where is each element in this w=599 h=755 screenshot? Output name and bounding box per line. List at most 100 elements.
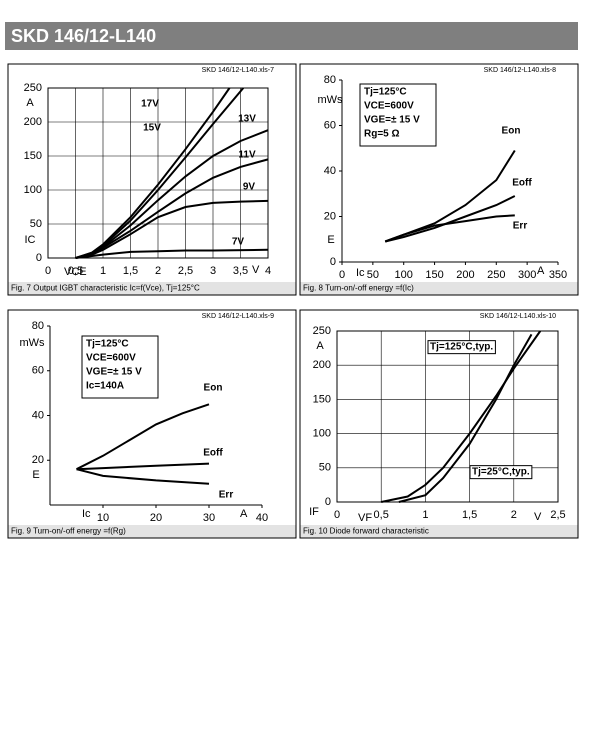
caption: Fig. 7 Output IGBT characteristic Ic=f(V…	[11, 284, 200, 293]
series-label: Eon	[204, 383, 223, 394]
x-axis-label: Ic	[356, 267, 365, 279]
series-line	[384, 214, 515, 243]
x-tick-label: 3,5	[233, 265, 248, 277]
note-line: Tj=125°C	[364, 87, 407, 98]
y-tick-label: 50	[30, 218, 42, 230]
series-line	[76, 462, 210, 471]
note-line: VGE=± 15 V	[364, 115, 420, 126]
file-label: SKD 146/12-L140.xls-8	[484, 67, 556, 74]
x-tick-label: 40	[256, 512, 268, 524]
x-axis-label: Ic	[82, 508, 91, 520]
caption-bar	[8, 282, 296, 295]
x-tick-label: 0,5	[68, 265, 83, 277]
x-tick-label: 20	[150, 512, 162, 524]
caption: Fig. 10 Diode forward characteristic	[303, 527, 429, 536]
y-axis-unit: A	[26, 97, 34, 109]
y-tick-label: 100	[24, 184, 42, 196]
x-axis-label: VCE	[64, 266, 87, 278]
series-line	[76, 403, 210, 471]
x-tick-label: 200	[456, 269, 474, 281]
y-tick-label: 150	[313, 393, 331, 405]
x-axis-unit: V	[534, 511, 542, 523]
x-tick-label: 250	[487, 269, 505, 281]
series-line	[75, 248, 269, 259]
y-axis-unit: mWs	[19, 337, 45, 349]
y-tick-label: 150	[24, 150, 42, 162]
y-tick-label: 20	[32, 454, 44, 466]
series-label: 9V	[243, 182, 256, 193]
x-tick-label: 1	[100, 265, 106, 277]
series-label: 15V	[143, 123, 161, 134]
label-box	[427, 340, 496, 355]
series-label: Tj=125°C,typ.	[430, 342, 493, 353]
chart-frame	[299, 63, 579, 296]
series-label: Err	[513, 221, 528, 232]
series-line	[76, 468, 210, 485]
note-line: Rg=5 Ω	[364, 129, 400, 140]
y-tick-label: 200	[24, 116, 42, 128]
x-axis-label: VF	[358, 512, 372, 524]
y-tick-label: 0	[36, 252, 42, 264]
y-tick-label: 80	[324, 74, 336, 86]
x-tick-label: 0	[45, 265, 51, 277]
y-tick-label: 50	[319, 462, 331, 474]
x-tick-label: 0	[334, 509, 340, 521]
y-tick-label: 250	[313, 325, 331, 337]
y-axis-label: E	[327, 234, 334, 246]
note-line: VGE=± 15 V	[86, 367, 142, 378]
caption-bar	[300, 525, 578, 538]
x-tick-label: 2,5	[178, 265, 193, 277]
x-tick-label: 2,5	[550, 509, 565, 521]
y-axis-unit: A	[316, 340, 324, 352]
x-tick-label: 4	[265, 265, 271, 277]
note-box	[359, 83, 437, 147]
label-box	[469, 465, 533, 480]
series-label: Tj=25°C,typ.	[472, 467, 530, 478]
y-tick-label: 80	[32, 320, 44, 332]
series-label: Err	[219, 490, 234, 501]
series-line	[75, 158, 269, 259]
y-tick-label: 20	[324, 210, 336, 222]
y-tick-label: 40	[324, 165, 336, 177]
y-axis-unit: mWs	[317, 94, 343, 106]
y-axis-label: IC	[25, 234, 36, 246]
series-label: Eoff	[203, 448, 223, 459]
y-tick-label: 200	[313, 359, 331, 371]
x-axis-unit: A	[240, 508, 248, 520]
x-tick-label: 1,5	[123, 265, 138, 277]
y-tick-label: 40	[32, 409, 44, 421]
y-tick-label: 100	[313, 428, 331, 440]
x-tick-label: 1,5	[462, 509, 477, 521]
plot-frame	[47, 87, 269, 259]
x-tick-label: 100	[395, 269, 413, 281]
x-tick-label: 0	[339, 269, 345, 281]
series-label: 17V	[141, 99, 159, 110]
note-line: VCE=600V	[86, 353, 136, 364]
file-label: SKD 146/12-L140.xls-9	[202, 313, 274, 320]
header-title: SKD 146/12-L140	[5, 22, 578, 50]
x-tick-label: 30	[203, 512, 215, 524]
caption: Fig. 8 Turn-on/-off energy =f(Ic)	[303, 284, 414, 293]
y-tick-label: 0	[330, 256, 336, 268]
plot-frame	[336, 330, 559, 503]
series-label: Eon	[502, 126, 521, 137]
series-label: 7V	[232, 237, 245, 248]
series-label: 13V	[238, 114, 256, 125]
series-line	[380, 330, 542, 503]
y-axis-label: E	[32, 469, 39, 481]
x-tick-label: 50	[367, 269, 379, 281]
x-tick-label: 2	[155, 265, 161, 277]
note-line: Ic=140A	[86, 381, 124, 392]
y-tick-label: 60	[324, 119, 336, 131]
y-axis-label: IF	[309, 506, 319, 518]
x-tick-label: 150	[425, 269, 443, 281]
file-label: SKD 146/12-L140.xls-7	[202, 67, 274, 74]
note-box	[81, 335, 159, 399]
x-tick-label: 350	[549, 269, 567, 281]
series-label: 11V	[238, 150, 256, 161]
x-axis-unit: A	[537, 265, 545, 277]
y-tick-label: 60	[32, 365, 44, 377]
x-axis-unit: V	[252, 264, 260, 276]
